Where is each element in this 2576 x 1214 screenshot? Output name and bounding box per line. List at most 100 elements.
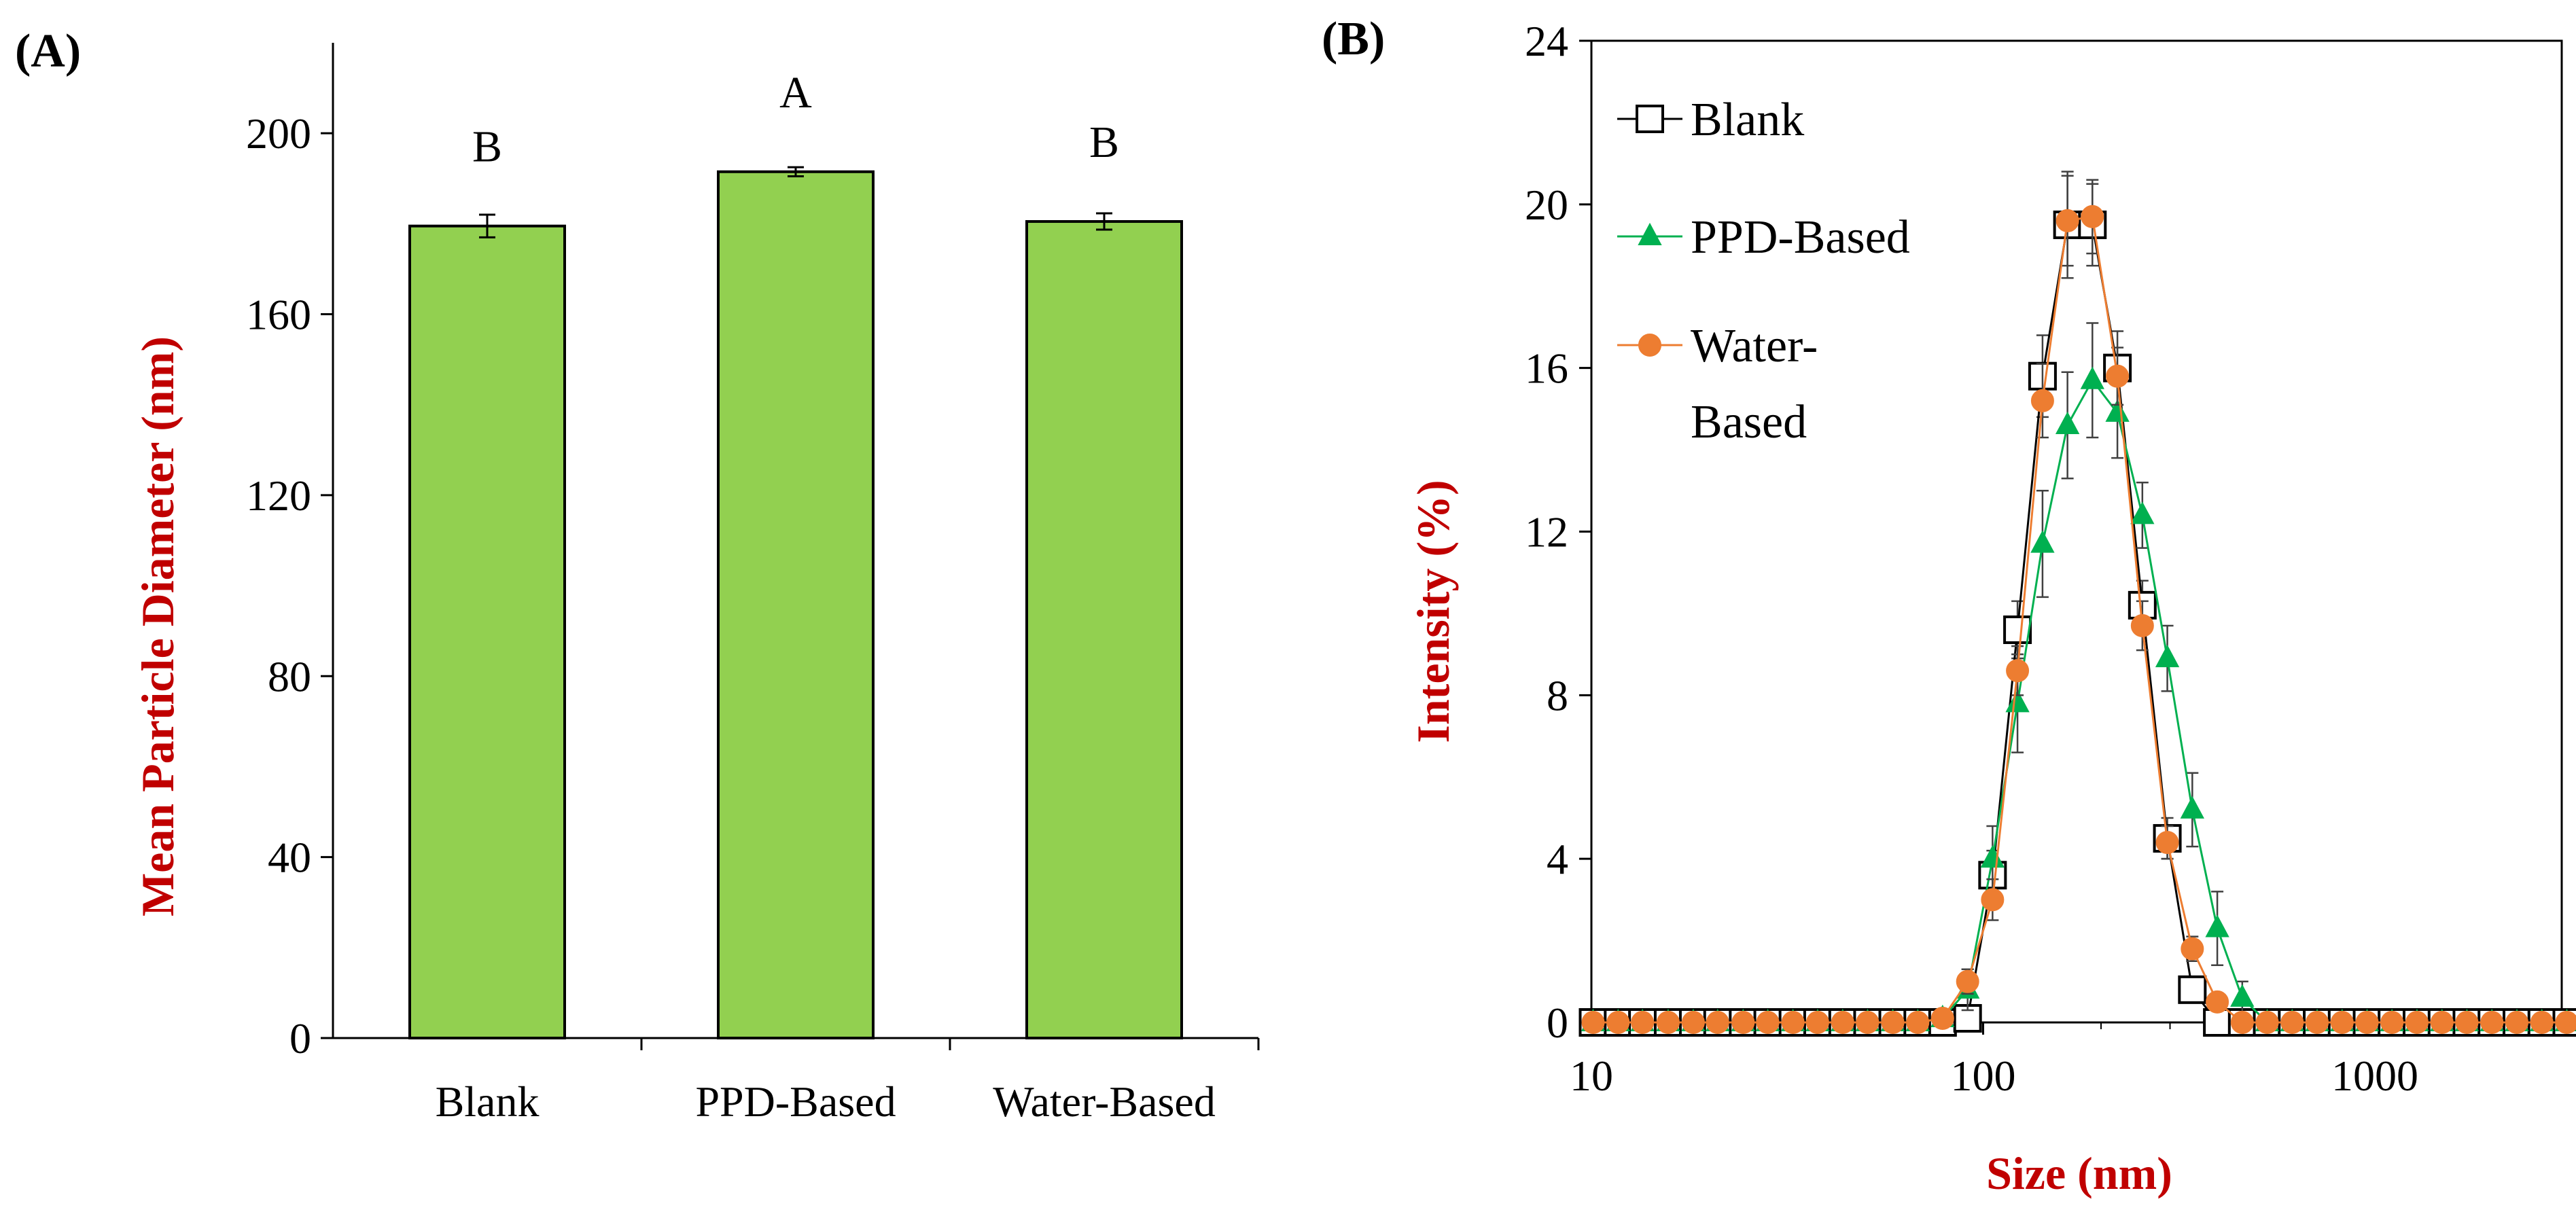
panel-a-y-tick-label: 0 — [289, 1014, 311, 1063]
data-point — [2181, 937, 2204, 961]
data-point — [1981, 888, 2005, 912]
bar-water-based — [1025, 220, 1183, 1040]
data-point — [1656, 1011, 1680, 1034]
data-point — [2255, 1011, 2279, 1034]
data-point — [2205, 914, 2229, 938]
bar-blank — [408, 224, 566, 1039]
legend-marker — [1636, 105, 1664, 133]
panel-b-line-chart: (B) Intensity (%) Size (nm) 0 4 8 12 16 20 24 1… — [1322, 13, 2576, 1199]
panel-b-legend: Blank PPD-Based Water- Based — [1617, 94, 1910, 448]
data-point — [1956, 969, 1979, 993]
data-point — [2005, 690, 2030, 713]
data-point — [2130, 501, 2155, 524]
data-point — [1856, 1011, 1880, 1034]
data-point — [2155, 831, 2179, 855]
panel-a-y-tick-label: 120 — [246, 471, 311, 520]
panel-b-y-tick-label: 16 — [1525, 344, 1568, 393]
data-point — [2130, 613, 2154, 637]
data-point — [2003, 615, 2032, 644]
panel-a-plot-area: 0 40 80 120 160 200 B Blank A PPD-Based B Water-Bas… — [246, 43, 1260, 1126]
panel-b-x-tick-label: 10 — [1570, 1052, 1613, 1100]
data-point — [2480, 1011, 2504, 1034]
data-point — [2530, 1011, 2554, 1034]
legend-label: Blank — [1691, 94, 1804, 146]
data-point — [2206, 990, 2229, 1014]
panel-b-frame — [1590, 39, 2563, 1024]
data-point — [1681, 1011, 1705, 1034]
panel-b-x-axis-title: Size (nm) — [1986, 1147, 2172, 1199]
data-point — [2380, 1011, 2404, 1034]
panel-b-x-tick-label: 100 — [1950, 1052, 2015, 1100]
panel-b-y-tick-label: 24 — [1525, 17, 1568, 65]
data-point — [1781, 1011, 1805, 1034]
panel-a-bar-chart: (A) Mean Particle Diameter (nm) 0 40 80 120… — [15, 25, 1260, 1126]
data-point — [2178, 975, 2207, 1004]
data-point — [1756, 1011, 1780, 1034]
legend-marker — [1638, 334, 1661, 357]
data-point — [2105, 399, 2130, 422]
data-point — [1606, 1011, 1630, 1034]
significance-letter: B — [472, 122, 502, 172]
data-point — [2055, 411, 2080, 434]
data-point — [2355, 1011, 2379, 1034]
significance-letter: B — [1089, 118, 1119, 167]
panel-a-y-tick-label: 200 — [246, 109, 311, 158]
data-point — [2330, 1011, 2354, 1034]
series-line — [1593, 378, 2567, 1024]
data-point — [1881, 1011, 1905, 1034]
data-point — [2006, 659, 2030, 683]
data-point — [2230, 1011, 2254, 1034]
data-point — [1906, 1011, 1930, 1034]
series-line — [1593, 215, 2567, 1024]
series-blank — [1578, 171, 2576, 1037]
panel-b-y-tick-label: 4 — [1547, 835, 1568, 883]
panel-b-plot-area: 0 4 8 12 16 20 24 10 100 1000 — [1525, 17, 2576, 1100]
data-point — [1731, 1011, 1755, 1034]
legend-label: PPD-Based — [1691, 211, 1910, 264]
panel-b-y-tick-label: 8 — [1547, 671, 1568, 719]
data-point — [2180, 796, 2204, 819]
panel-a-y-tick-label: 40 — [268, 834, 311, 882]
panel-b-y-tick-label: 12 — [1525, 508, 1568, 556]
data-point — [1805, 1011, 1829, 1034]
series-water-based — [1581, 175, 2576, 1034]
significance-letter: A — [779, 68, 812, 118]
data-point — [2430, 1011, 2454, 1034]
data-point — [2106, 364, 2130, 388]
legend-label: Water- — [1691, 320, 1818, 372]
data-point — [2505, 1011, 2529, 1034]
x-tick-label: Blank — [436, 1077, 540, 1126]
data-point — [2455, 1011, 2479, 1034]
data-point — [2230, 984, 2255, 1007]
data-point — [2030, 389, 2054, 412]
bar-ppd-based — [717, 170, 875, 1040]
data-point — [2030, 530, 2055, 553]
x-tick-label: PPD-Based — [695, 1077, 896, 1126]
legend-label: Based — [1691, 396, 1807, 448]
panel-b-y-axis-title: Intensity (%) — [1407, 480, 1459, 743]
data-point — [2555, 1011, 2576, 1034]
x-tick-label: Water-Based — [993, 1077, 1216, 1126]
data-point — [2081, 204, 2104, 228]
data-point — [2080, 366, 2104, 389]
data-point — [2155, 645, 2180, 668]
data-point — [2280, 1011, 2304, 1034]
legend-marker — [1638, 222, 1662, 245]
panel-a-label: (A) — [15, 25, 81, 77]
panel-b-y-tick-label: 0 — [1547, 999, 1568, 1047]
panel-b-label: (B) — [1322, 13, 1385, 65]
panel-b-y-tick-label: 20 — [1525, 181, 1568, 229]
data-point — [2055, 209, 2079, 232]
data-point — [2405, 1011, 2429, 1034]
panel-a-y-tick-label: 160 — [246, 291, 311, 339]
data-point — [2306, 1011, 2329, 1034]
panel-a-y-axis-title: Mean Particle Diameter (nm) — [132, 336, 183, 916]
data-point — [1706, 1011, 1729, 1034]
data-point — [1631, 1011, 1655, 1034]
data-point — [1581, 1011, 1605, 1034]
data-point — [1980, 845, 2005, 868]
data-point — [1831, 1011, 1854, 1034]
panel-a-y-tick-label: 80 — [268, 652, 311, 700]
data-point — [1930, 1006, 1954, 1030]
